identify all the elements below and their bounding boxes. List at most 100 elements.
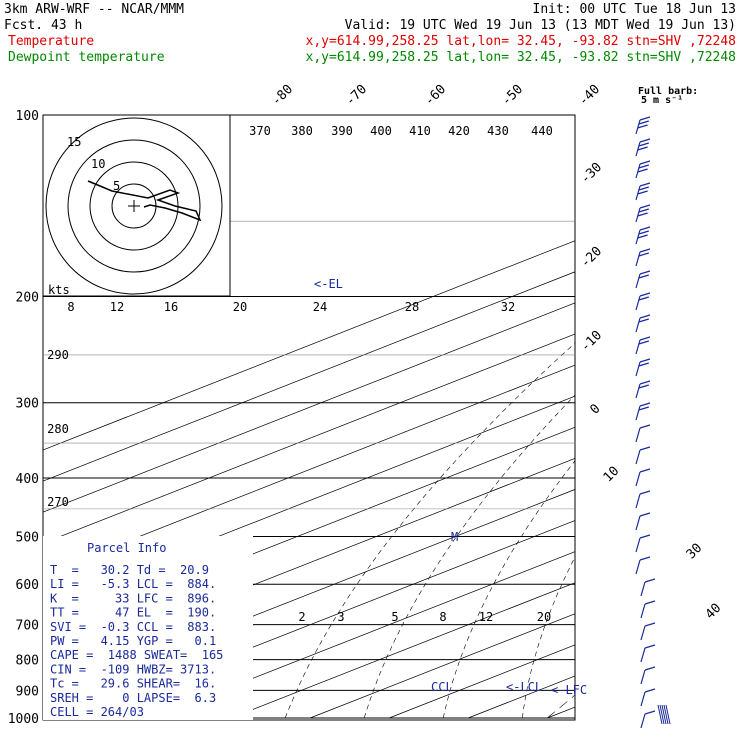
ccl-marker: CCL xyxy=(431,680,453,694)
wind-barb xyxy=(640,688,656,707)
hodograph-ring-label-15: 15 xyxy=(67,135,81,149)
level-annotations: <-EL M CCL <-LCL <-LFC xyxy=(314,277,587,697)
moist-adiabat xyxy=(579,297,740,719)
mixing-ratio-label-low: 12 xyxy=(479,610,493,624)
theta-label-low: 270 xyxy=(47,495,69,509)
hodograph-ring xyxy=(67,139,201,273)
isotherm xyxy=(547,706,575,719)
model-title: 3km ARW-WRF -- NCAR/MMM xyxy=(4,2,184,17)
hodograph-trace xyxy=(87,180,202,222)
theta-label: 410 xyxy=(409,124,431,138)
el-marker: <-EL xyxy=(314,277,343,291)
m-marker: M xyxy=(451,530,458,544)
pressure-tick-label: 800 xyxy=(16,654,39,669)
parcel-row: SVI = -0.3 CCL = 883. xyxy=(50,620,216,634)
wind-barb xyxy=(635,402,651,421)
dewpoint-profile xyxy=(587,115,740,718)
barb-key-value: 5 m s⁻¹ xyxy=(641,95,683,106)
parcel-row: Tc = 29.6 SHEAR= 16. xyxy=(50,677,216,691)
parcel-row: SREH = 0 LAPSE= 6.3 xyxy=(50,691,216,705)
chart-header: 3km ARW-WRF -- NCAR/MMM Init: 00 UTC Tue… xyxy=(4,2,736,65)
moist-adiabat xyxy=(610,297,740,719)
isobars: 100 200 300 400 500 600 700 800 900 1000 xyxy=(8,109,576,727)
temperature-tick-label: -50 xyxy=(499,82,526,109)
hodograph: kts 5 10 15 xyxy=(42,114,231,297)
mixing-ratio-label-low: 20 xyxy=(537,610,551,624)
valid-time: Valid: 19 UTC Wed 19 Jun 13 (13 MDT Wed … xyxy=(345,18,736,33)
init-time: Init: 00 UTC Tue 18 Jun 13 xyxy=(533,2,737,17)
hodograph-ring-label-5: 5 xyxy=(113,179,120,193)
wind-barb xyxy=(635,138,651,157)
isotherm xyxy=(43,302,575,513)
mixing-ratio-label: 24 xyxy=(313,300,327,314)
isotherm xyxy=(468,675,575,719)
wind-barb xyxy=(635,424,651,443)
mixing-ratio-label-low: 8 xyxy=(439,610,446,624)
pressure-tick-label: 700 xyxy=(16,619,39,634)
theta-label: 430 xyxy=(487,124,509,138)
theta-label: 390 xyxy=(331,124,353,138)
temperature-tick-label: 40 xyxy=(703,601,725,623)
barb-key-title: Full barb: xyxy=(638,86,698,97)
mixing-ratio-label-low: 3 xyxy=(337,610,344,624)
temperature-profile xyxy=(706,115,740,718)
dry-adiabat xyxy=(680,115,740,718)
parcel-row: K = 33 LFC = 896. xyxy=(50,591,216,605)
wind-barb xyxy=(640,644,656,663)
wind-barb xyxy=(635,534,651,553)
forecast-hour: Fcst. 43 h xyxy=(4,18,82,33)
isotherm xyxy=(309,613,575,719)
wind-barb xyxy=(635,116,651,135)
isotherm xyxy=(43,333,575,544)
temperature-location: x,y=614.99,258.25 lat,lon= 32.45, -93.82… xyxy=(306,34,736,49)
mixing-ratio-label: 20 xyxy=(233,300,247,314)
dewpoint-legend: Dewpoint temperature xyxy=(8,50,165,65)
mixing-ratio-label: 12 xyxy=(110,300,124,314)
wind-barb xyxy=(635,468,651,487)
parcel-row: PW = 4.15 YGP = 0.1 xyxy=(50,634,216,648)
dry-adiabat xyxy=(363,394,575,719)
theta-label-low: 280 xyxy=(47,422,69,436)
pressure-tick-label: 100 xyxy=(16,109,39,124)
temperature-tick-label: -40 xyxy=(576,82,603,109)
theta-label: 400 xyxy=(370,124,392,138)
temperature-tick-label: -20 xyxy=(578,244,605,271)
parcel-row: CELL = 264/03 xyxy=(50,705,144,719)
theta-label-low: 290 xyxy=(47,348,69,362)
mixing-ratio-label: 32 xyxy=(501,300,515,314)
pressure-tick-label: 900 xyxy=(16,684,39,699)
lcl-marker: <-LCL xyxy=(506,680,542,694)
moist-adiabat xyxy=(642,297,740,719)
theta-label: 420 xyxy=(448,124,470,138)
parcel-title: Parcel Info xyxy=(87,541,166,555)
temperature-tick-label: -80 xyxy=(269,82,296,109)
moist-adiabat xyxy=(705,297,740,719)
dry-adiabat xyxy=(601,115,740,718)
pressure-tick-label: 600 xyxy=(16,578,39,593)
wind-barb xyxy=(635,380,651,399)
dry-adiabat xyxy=(443,460,575,719)
dry-adiabat xyxy=(284,342,575,719)
isotherm xyxy=(43,364,575,575)
temperature-legend: Temperature xyxy=(8,34,94,49)
hodograph-units: kts xyxy=(48,283,70,297)
wind-barb xyxy=(635,314,651,333)
wind-barbs: Full barb: 5 m s⁻¹ xyxy=(635,86,698,729)
isotherm xyxy=(230,582,575,719)
wind-barb xyxy=(640,600,656,619)
hodograph-ring-label-10: 10 xyxy=(91,157,105,171)
dewpoint-location: x,y=614.99,258.25 lat,lon= 32.45, -93.82… xyxy=(306,50,736,65)
pressure-tick-label: 200 xyxy=(16,291,39,306)
wind-barb xyxy=(635,556,651,575)
temperature-tick-label: 0 xyxy=(587,401,603,417)
mixing-ratio-label: 28 xyxy=(405,300,419,314)
wind-barb xyxy=(640,578,656,597)
temperature-tick-label: -10 xyxy=(578,328,605,355)
surface-barb xyxy=(657,704,671,725)
wind-barb xyxy=(635,160,651,179)
wind-barb xyxy=(635,336,651,355)
wind-barb xyxy=(635,512,651,531)
wind-barb xyxy=(640,666,656,685)
temperature-tick-label: -70 xyxy=(343,82,370,109)
